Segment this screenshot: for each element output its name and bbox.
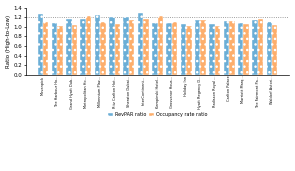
Bar — [195, 20, 200, 75]
Bar — [252, 20, 258, 75]
Bar — [72, 25, 77, 75]
Bar — [209, 24, 215, 75]
Bar — [43, 22, 48, 75]
Bar — [158, 16, 163, 75]
Bar — [172, 22, 177, 75]
Bar — [37, 14, 43, 75]
Bar — [267, 22, 272, 75]
Bar — [224, 21, 229, 75]
Bar — [86, 16, 91, 75]
Bar — [66, 19, 72, 75]
Y-axis label: Ratio (High-to-Low): Ratio (High-to-Low) — [6, 15, 11, 68]
Bar — [95, 15, 100, 75]
Bar — [138, 13, 143, 75]
Bar — [272, 25, 278, 75]
Bar — [215, 26, 220, 75]
Bar — [166, 23, 172, 75]
Bar — [143, 19, 149, 75]
Bar — [114, 24, 120, 75]
Bar — [81, 19, 86, 75]
Legend: RevPAR ratio, Occupancy rate ratio: RevPAR ratio, Occupancy rate ratio — [106, 111, 208, 118]
Bar — [57, 26, 63, 75]
Bar — [100, 22, 106, 75]
Bar — [200, 20, 206, 75]
Bar — [243, 24, 249, 75]
Bar — [258, 19, 263, 75]
Bar — [181, 24, 186, 75]
Bar — [123, 17, 129, 75]
Bar — [52, 23, 57, 75]
Bar — [186, 26, 191, 75]
Bar — [152, 23, 158, 75]
Bar — [238, 23, 243, 75]
Bar — [229, 21, 235, 75]
Bar — [109, 17, 114, 75]
Bar — [129, 20, 134, 75]
